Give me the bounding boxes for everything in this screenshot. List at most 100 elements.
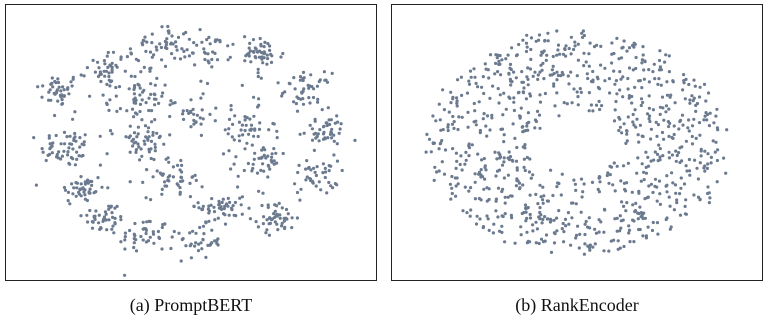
scatter-point — [634, 125, 638, 129]
scatter-point — [512, 96, 516, 100]
scatter-point — [61, 85, 65, 89]
scatter-point — [329, 118, 333, 122]
scatter-point — [476, 85, 480, 89]
scatter-point — [182, 117, 186, 121]
scatter-point — [506, 195, 510, 199]
scatter-point — [252, 95, 256, 99]
scatter-point — [455, 159, 459, 163]
scatter-point — [542, 77, 546, 81]
scatter-point — [88, 208, 92, 213]
scatter-point — [74, 139, 78, 143]
scatter-point — [649, 182, 653, 186]
scatter-point — [218, 40, 222, 44]
scatter-point — [163, 39, 167, 44]
scatter-point — [540, 221, 544, 225]
scatter-point — [542, 49, 546, 53]
scatter-point — [140, 98, 144, 102]
scatter-point — [702, 118, 706, 122]
scatter-point — [622, 122, 626, 126]
scatter-point — [626, 76, 630, 81]
scatter-point — [714, 114, 718, 118]
scatter-point — [32, 136, 36, 140]
scatter-point — [587, 216, 591, 220]
scatter-point — [578, 87, 582, 91]
scatter-point — [153, 103, 157, 107]
scatter-point — [230, 135, 234, 139]
scatter-point — [520, 80, 524, 84]
scatter-point — [526, 239, 530, 243]
scatter-point — [542, 194, 546, 198]
scatter-point — [514, 184, 518, 188]
scatter-point — [202, 232, 206, 236]
scatter-point — [675, 201, 679, 205]
scatter-point — [134, 150, 138, 154]
scatter-point — [98, 227, 102, 231]
scatter-point — [625, 139, 629, 143]
scatter-point — [560, 172, 564, 176]
scatter-point — [139, 70, 143, 74]
scatter-point — [321, 171, 325, 175]
scatter-point — [286, 212, 290, 216]
scatter-point — [212, 210, 217, 214]
scatter-point — [541, 201, 545, 205]
scatter-point — [510, 216, 514, 220]
scatter-point — [176, 163, 180, 167]
scatter-point — [564, 54, 568, 58]
scatter-point — [602, 249, 606, 253]
scatter-point — [251, 38, 256, 42]
scatter-point — [500, 127, 505, 131]
scatter-point — [513, 136, 517, 140]
scatter-point — [215, 241, 219, 245]
scatter-point — [232, 162, 236, 166]
scatter-point — [623, 189, 628, 193]
scatter-point — [660, 130, 665, 135]
scatter-point — [539, 195, 543, 199]
scatter-point — [210, 228, 214, 232]
scatter-point — [656, 123, 660, 127]
scatter-point — [187, 37, 191, 41]
scatter-point — [280, 206, 284, 210]
scatter-point — [651, 108, 655, 112]
scatter-point — [254, 47, 258, 51]
scatter-point — [227, 149, 231, 153]
scatter-point — [68, 134, 72, 138]
scatter-point — [251, 162, 255, 166]
scatter-point — [495, 169, 500, 173]
scatter-point — [658, 202, 662, 206]
scatter-point — [214, 106, 218, 110]
scatter-point — [125, 109, 129, 113]
scatter-point — [591, 245, 595, 249]
scatter-point — [149, 156, 153, 161]
scatter-point — [693, 84, 697, 88]
scatter-point — [515, 53, 519, 57]
scatter-point — [434, 119, 438, 123]
scatter-point — [176, 35, 181, 39]
scatter-point — [146, 126, 151, 130]
scatter-point — [449, 90, 453, 94]
scatter-point — [142, 227, 146, 231]
scatter-point — [653, 77, 657, 81]
scatter-point — [160, 25, 164, 29]
scatter-point — [259, 76, 263, 80]
scatter-point — [457, 115, 461, 119]
scatter-point — [128, 180, 132, 184]
scatter-point — [179, 175, 183, 179]
scatter-point — [106, 50, 110, 55]
scatter-point — [149, 198, 153, 202]
scatter-point — [540, 68, 544, 72]
scatter-point — [524, 49, 529, 54]
scatter-point — [316, 132, 320, 136]
scatter-point — [169, 246, 173, 251]
scatter-point — [132, 245, 136, 250]
scatter-point — [531, 229, 535, 233]
scatter-point — [143, 124, 148, 128]
scatter-point — [537, 33, 542, 37]
scatter-point — [261, 191, 265, 195]
scatter-point — [78, 136, 82, 140]
scatter-point — [594, 231, 598, 235]
scatter-point — [144, 231, 148, 236]
scatter-point — [619, 219, 623, 223]
scatter-point — [624, 141, 628, 145]
scatter-points — [32, 24, 357, 277]
scatter-point — [66, 199, 70, 203]
